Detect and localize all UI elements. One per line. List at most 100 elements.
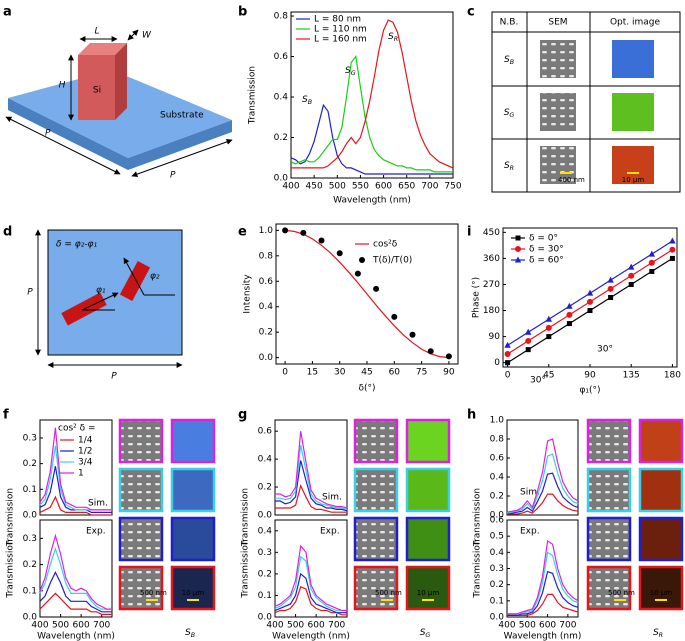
row-label: SB xyxy=(504,55,514,67)
x-tick-label: 750 xyxy=(444,182,461,192)
series-line xyxy=(39,571,112,613)
x-axis-label: Wavelength (nm) xyxy=(272,632,350,641)
label: P xyxy=(45,129,51,139)
annotation-sub: G xyxy=(351,70,356,77)
panel-label: d xyxy=(3,225,12,240)
panel-label: b xyxy=(238,5,247,20)
legend-label: 1/2 xyxy=(78,447,92,457)
series-line xyxy=(507,593,579,616)
axis-arrow xyxy=(81,292,119,311)
x-tick-label: 650 xyxy=(398,182,415,192)
x-axis-label: δ(°) xyxy=(358,384,375,394)
y-tick-label: 90 xyxy=(489,332,501,342)
note: Exp. xyxy=(86,527,106,537)
caption-sub: G xyxy=(425,632,430,639)
sem-image xyxy=(353,516,399,562)
marker xyxy=(648,250,656,257)
optical-image xyxy=(170,565,216,611)
marker xyxy=(608,295,614,300)
x-tick-label: 180 xyxy=(664,371,681,381)
sem-image xyxy=(353,418,399,464)
series-line xyxy=(275,460,348,512)
optical-image xyxy=(405,467,451,513)
y-tick-label: 180 xyxy=(483,306,500,316)
y-tick-label: 1.0 xyxy=(490,416,505,426)
caption-sub: R xyxy=(659,632,663,639)
marker xyxy=(669,237,676,244)
y-tick-label: 0.3 xyxy=(490,564,504,574)
annotation: 30° xyxy=(530,376,546,386)
annotation-sub: R xyxy=(394,36,398,43)
optical-image xyxy=(405,565,451,611)
legend-marker xyxy=(359,257,365,263)
series-line xyxy=(39,533,112,610)
marker xyxy=(409,331,416,338)
y-axis-label: Transmission xyxy=(473,488,483,547)
sem-image xyxy=(118,467,164,513)
x-tick-label: 45 xyxy=(543,371,554,381)
sem-image xyxy=(353,467,399,513)
x-tick-label: 400 xyxy=(282,182,299,192)
x-tick-label: 400 xyxy=(31,621,48,631)
x-tick-label: 550 xyxy=(352,182,369,192)
y-tick-label: 0.2 xyxy=(490,580,504,590)
legend-label: 3/4 xyxy=(78,458,93,468)
optical-image xyxy=(405,516,451,562)
y-axis-label: Transmission xyxy=(6,539,16,598)
series-line xyxy=(507,493,579,515)
panel-label: a xyxy=(3,5,12,20)
series-line xyxy=(285,229,449,359)
row-label-text: S xyxy=(504,161,510,171)
y-tick-label: 0.6 xyxy=(490,516,505,526)
row-label-text: S xyxy=(504,108,510,118)
label: Substrate xyxy=(160,111,204,121)
optical-image xyxy=(638,516,684,562)
caption-sub: B xyxy=(191,632,195,639)
y-tick-label: 0.2 xyxy=(258,483,272,493)
note: Exp. xyxy=(520,527,540,537)
y-tick-label: 0.1 xyxy=(490,596,504,606)
y-tick-label: 0.1 xyxy=(23,586,37,596)
nanorod xyxy=(119,260,151,302)
y-tick-label: 0.2 xyxy=(258,569,272,579)
sem-image xyxy=(118,516,164,562)
y-tick-label: 0.0 xyxy=(274,174,289,184)
x-tick-label: 60 xyxy=(389,368,401,378)
y-axis-label: Phase (°) xyxy=(472,277,482,318)
x-tick-label: 600 xyxy=(73,621,90,631)
y-tick-label: 0.6 xyxy=(490,454,505,464)
panel-d: d δ = φ₂-φ₁ φ₂ φ₁ P P xyxy=(3,225,183,382)
marker xyxy=(607,285,614,292)
marker xyxy=(649,268,655,274)
annotation: SB xyxy=(302,95,312,107)
marker xyxy=(504,341,511,348)
y-axis-label: Transmission xyxy=(241,488,251,547)
y-tick-label: 0.3 xyxy=(258,548,272,558)
legend-label: L = 160 nm xyxy=(314,35,367,45)
annotation-text: S xyxy=(388,32,394,42)
series-line xyxy=(39,592,112,615)
x-tick-label: 400 xyxy=(498,621,515,631)
plot-frame xyxy=(290,11,454,179)
legend-label: L = 110 nm xyxy=(314,25,367,35)
panel-label: h xyxy=(467,408,476,423)
scale-label: 500 nm xyxy=(375,589,402,597)
sem-image xyxy=(540,93,576,131)
optical-image xyxy=(612,40,654,78)
x-tick-label: 700 xyxy=(328,621,345,631)
series-line xyxy=(39,495,112,516)
x-tick-label: 30 xyxy=(334,368,346,378)
x-tick-label: 90 xyxy=(584,371,596,381)
series-line xyxy=(507,570,579,616)
optical-image xyxy=(638,418,684,464)
x-tick-label: 500 xyxy=(329,182,346,192)
table-frame xyxy=(491,11,681,193)
label: H xyxy=(59,81,66,91)
sem-image xyxy=(586,418,632,464)
marker xyxy=(282,227,289,234)
sem-image xyxy=(540,146,576,184)
series-line xyxy=(506,438,579,513)
marker xyxy=(669,246,676,253)
legend-label: δ = 0° xyxy=(529,234,558,244)
sem-image xyxy=(118,565,164,611)
